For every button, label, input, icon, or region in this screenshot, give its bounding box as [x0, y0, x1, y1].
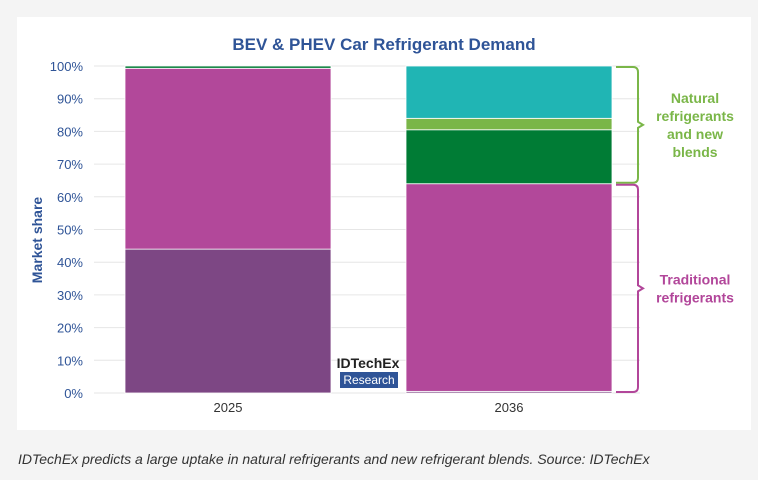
y-tick-label: 10% — [57, 353, 83, 368]
chart-figure: BEV & PHEV Car Refrigerant Demand Market… — [17, 17, 751, 430]
annotation-bracket — [616, 183, 645, 393]
y-tick-label: 0% — [64, 386, 83, 401]
y-tick-label: 90% — [57, 92, 83, 107]
y-tick-label: 40% — [57, 255, 83, 270]
bar-segment — [405, 129, 613, 185]
bracket-annotations: Natural refrigerants and new blends Traditio… — [616, 66, 734, 393]
stacked-bar-chart: BEV & PHEV Car Refrigerant Demand Market… — [29, 35, 734, 415]
annotation-label-line: refrigerants — [656, 108, 734, 124]
annotation-bracket — [616, 66, 645, 184]
x-tick-label: 2025 — [214, 400, 243, 415]
y-axis-label: Market share — [29, 197, 45, 284]
y-tick-label: 100% — [50, 59, 84, 74]
y-tick-label: 20% — [57, 321, 83, 336]
bar-segment — [405, 65, 613, 119]
bar-segment — [405, 183, 613, 392]
idtechex-logo: IDTechEx Research — [337, 355, 400, 388]
annotation-label-line: Traditional — [660, 271, 731, 287]
bar-segment — [124, 248, 332, 394]
y-tick-label: 60% — [57, 190, 83, 205]
bar-segment — [124, 65, 332, 69]
x-axis-ticks: 2025 2036 — [214, 400, 524, 415]
figure-caption: IDTechEx predicts a large uptake in natu… — [18, 451, 650, 467]
logo-name: IDTechEx — [337, 355, 400, 371]
annotation-label: Traditional refrigerants — [656, 271, 734, 305]
y-tick-label: 50% — [57, 223, 83, 238]
bar-segment — [124, 67, 332, 250]
annotation-label: Natural refrigerants and new blends — [656, 90, 734, 160]
logo-tagline-box — [340, 372, 398, 388]
y-tick-label: 80% — [57, 124, 83, 139]
logo-tagline: Research — [343, 373, 394, 387]
y-tick-label: 70% — [57, 157, 83, 172]
annotation-label-line: blends — [672, 144, 717, 160]
bar-segment — [405, 117, 613, 131]
annotation-label-line: Natural — [671, 90, 719, 106]
bars — [124, 65, 613, 394]
chart-title: BEV & PHEV Car Refrigerant Demand — [232, 35, 535, 54]
annotation-label-line: refrigerants — [656, 289, 734, 305]
y-tick-label: 30% — [57, 288, 83, 303]
x-tick-label: 2036 — [495, 400, 524, 415]
annotation-label-line: and new — [667, 126, 723, 142]
y-axis-ticks: 0% 10% 20% 30% 40% 50% 60% 70% 80% 90% 100% — [50, 59, 84, 401]
